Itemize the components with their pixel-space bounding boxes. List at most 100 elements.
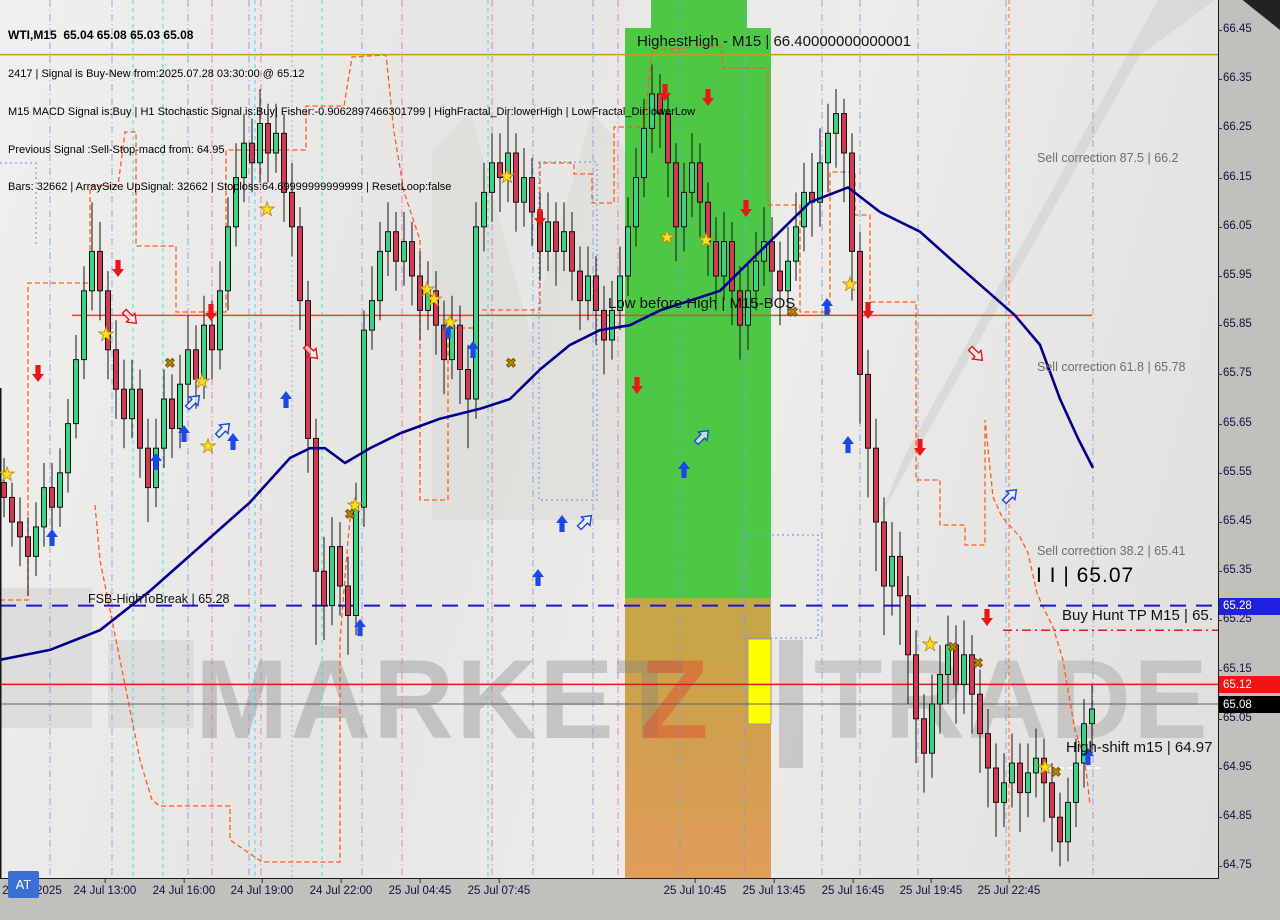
hollow-sell-arrow-icon: [967, 345, 984, 362]
fractal-box: [741, 534, 819, 639]
price-tick-label: 65.25: [1218, 613, 1252, 626]
x-mark-icon: ✖: [948, 640, 959, 655]
price-tick-label: 65.55: [1218, 465, 1252, 478]
price-badge: 65.08: [1219, 696, 1280, 713]
hollow-buy-arrow-icon: [184, 394, 201, 411]
sell-arrow-icon: [112, 260, 124, 277]
low-before-high-label: Low before High | M15-BOS: [608, 295, 796, 312]
time-axis-label: 25 Jul 13:45: [742, 879, 806, 897]
previous-signal-line: Previous Signal :Sell-Stop-macd from: 64…: [8, 143, 225, 156]
sell-arrow-icon: [862, 302, 874, 319]
price-tick-label: 65.65: [1218, 416, 1252, 429]
buy-arrow-icon: [178, 425, 190, 442]
sell-arrow-icon: [534, 209, 546, 226]
x-mark-icon: ✖: [506, 356, 517, 371]
time-axis-label: 24 Jul 13:00: [73, 879, 137, 897]
buy-arrow-icon: [556, 515, 568, 532]
hollow-buy-arrow-icon: [1001, 488, 1018, 505]
buy-arrow-icon: [821, 298, 833, 315]
time-axis-label: 25 Jul 04:45: [388, 879, 452, 897]
star-icon: ★: [346, 496, 363, 517]
price-tick-label: 65.85: [1218, 318, 1252, 331]
highest-high-label: HighestHigh - M15 | 66.40000000000001: [637, 33, 912, 50]
green-zone-top: [651, 0, 747, 28]
time-axis-label: 24 Jul 19:00: [230, 879, 294, 897]
time-axis-label: 25 Jul 19:45: [899, 879, 963, 897]
star-icon: ★: [97, 325, 114, 346]
price-tick-label: 64.85: [1218, 810, 1252, 823]
price-axis[interactable]: 66.45 66.35 66.25 66.15 66.05 65.95 65.85 65.75…: [1218, 0, 1280, 878]
time-axis-label: 25 Jul 07:45: [467, 879, 531, 897]
star-icon: ★: [921, 635, 938, 656]
buy-arrow-icon: [280, 391, 292, 408]
star-icon: ★: [498, 167, 515, 188]
sell-arrow-icon: [914, 439, 926, 456]
sell-arrow-icon: [631, 377, 643, 394]
star-icon: ★: [441, 313, 458, 334]
star-icon: ★: [1036, 758, 1053, 779]
star-icon: ★: [658, 228, 675, 249]
price-chart[interactable]: MARKET Z TRADE ★ ★ ★ ★ ★ ★ ★ ★ ★ ★ ★ ★ ★ ★ ★ ✖ ✖ ✖ ✖ ✖ ✖ ✖ WTI,M…: [0, 0, 1219, 879]
price-tick-label: 65.75: [1218, 367, 1252, 380]
sell-correction-875-label: Sell correction 87.5 | 66.2: [1037, 151, 1179, 165]
bars-stoploss-line: Bars: 32662 | ArraySize UpSignal: 32662 …: [8, 181, 452, 194]
x-mark-icon: ✖: [973, 656, 984, 671]
price-tick-label: 66.35: [1218, 72, 1252, 85]
yellow-box: [747, 638, 772, 725]
hollow-buy-arrow-icon: [693, 429, 710, 446]
signal-markers: ★★★★★★★★★★★ ★★★★✖✖✖✖✖✖✖: [0, 84, 1094, 780]
watermark-text-z: Z: [640, 637, 708, 762]
signal-line-text: 2417 | Signal is Buy-New from:2025.07.28…: [8, 67, 305, 80]
star-icon: ★: [841, 275, 858, 296]
moving-average-line: [0, 186, 1095, 662]
fsb-high-to-break-label: FSB-HighToBreak | 65.28: [88, 592, 230, 606]
price-tick-label: 64.95: [1218, 761, 1252, 773]
price-tick-label: 66.15: [1218, 170, 1252, 183]
hollow-sell-arrow-icon: [302, 343, 319, 360]
time-axis-label: 25 Jul 10:45: [663, 879, 727, 897]
buy-arrow-icon: [1082, 748, 1094, 765]
sell-arrow-icon: [702, 89, 714, 106]
watermark-text-trade: TRADE: [814, 637, 1210, 762]
star-icon: ★: [193, 372, 210, 393]
sell-arrow-icon: [205, 304, 217, 321]
sell-arrow-icon: [981, 609, 993, 626]
time-axis-label: 24 Jul 22:00: [309, 879, 373, 897]
buy-arrow-icon: [467, 341, 479, 358]
price-tick-label: 65.95: [1218, 269, 1252, 281]
watermark-text-market: MARKET: [195, 637, 686, 762]
buy-arrow-icon: [842, 436, 854, 453]
chart-info-panel: WTI,M15 65.04 65.08 65.03 65.08 2417 | S…: [8, 4, 695, 219]
sell-arrow-icon: [32, 365, 44, 382]
star-icon: ★: [418, 280, 435, 301]
sell-correction-382-label: Sell correction 38.2 | 65.41: [1037, 544, 1186, 558]
buy-arrow-icon: [442, 321, 454, 338]
buy-arrow-icon: [532, 569, 544, 586]
price-tick-label: 66.25: [1218, 121, 1252, 134]
price-tick-label: 65.45: [1218, 515, 1252, 527]
candles: [1, 64, 1095, 867]
x-mark-icon: ✖: [1051, 765, 1062, 780]
time-axis-label: 25 Jul 22:45: [977, 879, 1041, 897]
sell-correction-618-label: Sell correction 61.8 | 65.78: [1037, 360, 1186, 374]
price-tick-label: 64.75: [1218, 859, 1252, 872]
star-icon: ★: [199, 437, 216, 458]
time-axis-label: 25 Jul 16:45: [821, 879, 885, 897]
amber-zone: [625, 598, 771, 878]
x-mark-icon: ✖: [345, 507, 356, 522]
buy-arrow-icon: [227, 433, 239, 450]
star-icon: ★: [697, 231, 714, 252]
sell-arrow-icon: [740, 200, 752, 217]
macd-stochastic-line: M15 MACD Signal is:Buy | H1 Stochastic S…: [8, 105, 696, 118]
price-tick-label: 65.35: [1218, 564, 1252, 577]
buy-arrow-icon: [354, 619, 366, 636]
hollow-buy-arrow-icon: [576, 514, 593, 531]
trailing-stop-line: [94, 499, 353, 863]
star-icon: ★: [425, 290, 442, 311]
at-button[interactable]: AT: [8, 871, 39, 898]
time-axis-label: 24 Jul 16:00: [152, 879, 216, 897]
price-tick-label: 65.05: [1218, 711, 1252, 724]
